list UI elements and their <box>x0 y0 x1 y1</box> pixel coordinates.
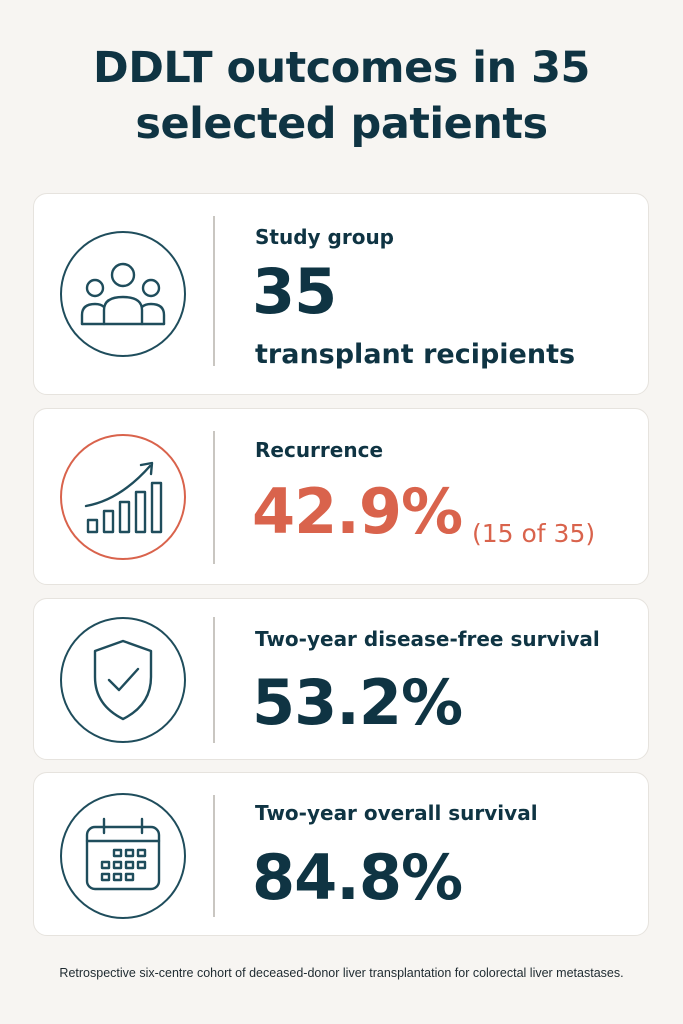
people-group-icon <box>60 231 186 357</box>
study-group-label: Study group <box>255 225 394 249</box>
card-divider <box>213 617 215 743</box>
disease-free-survival-card: Two-year disease-free survival 53.2% <box>33 598 649 760</box>
recurrence-card: Recurrence 42.9% (15 of 35) <box>33 408 649 585</box>
study-group-card: Study group 35 transplant recipients <box>33 193 649 395</box>
page-title: DDLT outcomes in 35 selected patients <box>0 40 683 152</box>
overall-survival-card: Two-year overall survival 84.8% <box>33 772 649 936</box>
recurrence-count: (15 of 35) <box>472 519 596 548</box>
card-divider <box>213 431 215 564</box>
trending-up-bar-chart-icon <box>60 434 186 560</box>
os-value: 84.8% <box>252 841 463 914</box>
title-line-1: DDLT outcomes in 35 <box>93 43 590 93</box>
recurrence-value: 42.9% <box>252 475 463 548</box>
calendar-icon <box>60 793 186 919</box>
title-line-2: selected patients <box>135 99 548 149</box>
study-group-subtext: transplant recipients <box>255 339 576 370</box>
card-divider <box>213 795 215 917</box>
os-label: Two-year overall survival <box>255 801 538 825</box>
recurrence-label: Recurrence <box>255 438 384 462</box>
shield-check-icon <box>60 617 186 743</box>
study-group-value: 35 <box>252 255 337 328</box>
card-divider <box>213 216 215 366</box>
footnote: Retrospective six-centre cohort of decea… <box>59 966 624 980</box>
dfs-label: Two-year disease-free survival <box>255 627 600 651</box>
dfs-value: 53.2% <box>252 666 463 739</box>
